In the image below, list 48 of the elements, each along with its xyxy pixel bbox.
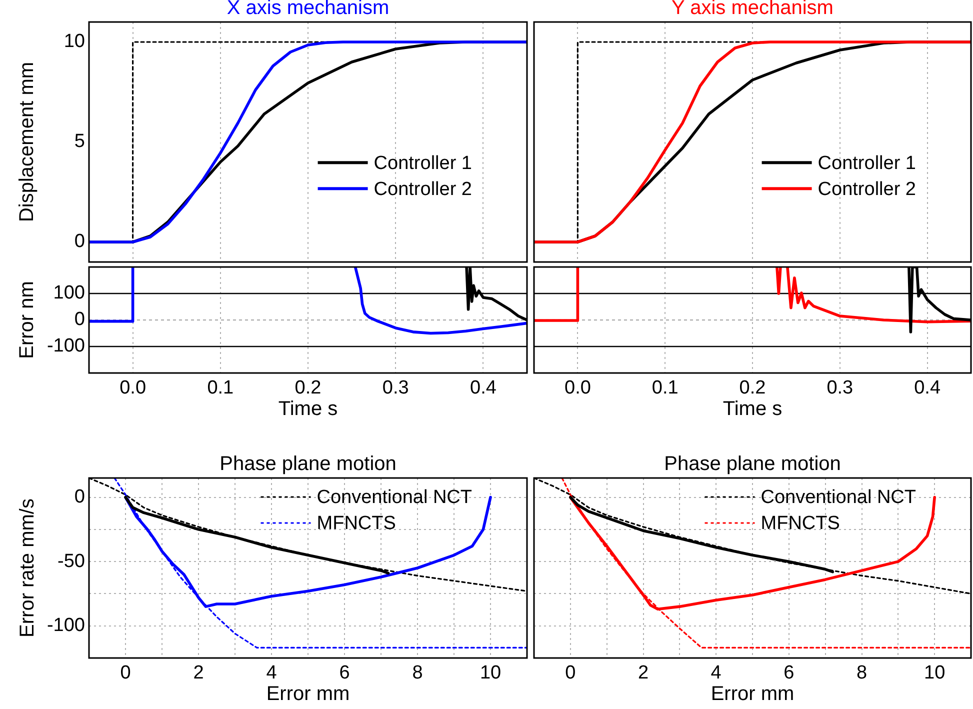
x-tick-label: 10 <box>480 662 502 684</box>
legend-label: Controller 2 <box>818 178 916 200</box>
x-tick-label: 0 <box>565 662 576 684</box>
x-axis-title: Error mm <box>266 683 350 705</box>
y-tick-label: 5 <box>74 131 85 152</box>
x-tick-label: 0.4 <box>914 378 941 399</box>
y-axis-title: Error nm <box>16 281 38 359</box>
chart-title: Phase plane motion <box>664 453 841 475</box>
y-tick-label: 0 <box>74 309 85 330</box>
x-tick-label: 6 <box>339 662 350 684</box>
x-tick-label: 0 <box>120 662 131 684</box>
x-tick-label: 0.0 <box>564 378 591 399</box>
x-tick-label: 0.3 <box>382 378 409 399</box>
y-axis-title: Displacement mm <box>16 62 38 222</box>
x-tick-label: 4 <box>266 662 278 684</box>
x-axis-title: Error mm <box>710 683 794 705</box>
y-axis-title: Error rate mm/s <box>16 498 38 638</box>
x-tick-label: 0.1 <box>207 378 234 399</box>
x-tick-label: 0.0 <box>120 378 146 399</box>
legend-label: MFNCTS <box>760 513 840 534</box>
x-tick-label: 0.2 <box>739 378 766 399</box>
legend-label: Conventional NCT <box>760 487 916 508</box>
x-tick-label: 0.1 <box>652 378 678 399</box>
x-tick-label: 2 <box>193 662 204 684</box>
x-tick-label: 0.3 <box>826 378 854 399</box>
y-tick-label: -100 <box>46 336 85 357</box>
y-tick-label: 0 <box>74 486 85 508</box>
x-axis-title: Time s <box>278 398 338 420</box>
x-tick-label: 0.4 <box>470 378 497 399</box>
x-tick-label: 6 <box>784 662 794 684</box>
x-tick-label: 8 <box>412 662 423 684</box>
legend-label: MFNCTS <box>316 513 396 534</box>
x-axis-title: Time s <box>722 398 782 420</box>
x-tick-label: 8 <box>856 662 868 684</box>
legend-label: Controller 1 <box>374 152 472 174</box>
y-tick-label: 10 <box>64 31 85 52</box>
x-tick-label: 10 <box>924 662 946 684</box>
x-tick-label: 2 <box>638 662 649 684</box>
x-tick-label: 0.2 <box>294 378 322 399</box>
y-tick-label: 0 <box>74 231 85 252</box>
legend-label: Controller 2 <box>374 178 472 200</box>
y-tick-label: -50 <box>58 550 85 572</box>
legend-label: Controller 1 <box>818 152 916 174</box>
x-tick-label: 4 <box>710 662 722 684</box>
chart-title: Phase plane motion <box>220 453 396 475</box>
legend-label: Conventional NCT <box>316 487 472 508</box>
y-tick-label: -100 <box>46 615 85 636</box>
y-tick-label: 100 <box>53 282 85 304</box>
